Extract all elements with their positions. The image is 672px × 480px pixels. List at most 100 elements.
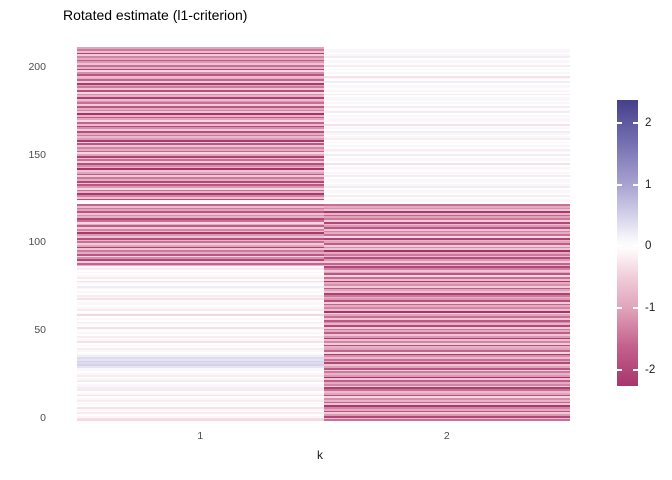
heatmap-cell	[323, 168, 571, 171]
y-axis-tick-label: 0	[40, 411, 46, 424]
heatmap-cell	[323, 187, 571, 190]
heatmap-cell	[323, 98, 571, 101]
x-axis-title: k	[317, 448, 323, 462]
heatmap-cell	[77, 150, 324, 153]
heatmap-cell	[323, 207, 571, 210]
heatmap-cell	[77, 253, 324, 256]
heatmap-cell	[77, 162, 324, 165]
heatmap-cell	[77, 121, 324, 124]
heatmap-cell	[323, 408, 571, 411]
heatmap-cell	[77, 397, 324, 400]
heatmap-cell	[323, 86, 571, 89]
heatmap-cell	[77, 404, 324, 407]
heatmap-cell	[323, 209, 571, 212]
heatmap-cell	[323, 109, 571, 112]
heatmap-cell	[77, 234, 324, 237]
heatmap-cell	[323, 324, 571, 327]
heatmap-cell	[77, 235, 324, 238]
heatmap-cell	[77, 187, 324, 190]
heatmap-cell	[323, 323, 571, 326]
heatmap-cell	[77, 251, 324, 254]
heatmap-cell	[77, 417, 324, 420]
heatmap-cell	[323, 228, 571, 231]
heatmap-cell	[77, 70, 324, 73]
heatmap-cell	[323, 337, 571, 340]
heatmap-cell	[77, 351, 324, 354]
heatmap-cell	[77, 139, 324, 142]
heatmap-cell	[323, 319, 571, 322]
heatmap-cell	[323, 308, 571, 311]
heatmap-cell	[323, 141, 571, 144]
heatmap-cell	[77, 48, 324, 51]
legend-tick-mark	[617, 368, 622, 371]
legend-tick-label: 2	[645, 116, 652, 129]
legend-colorbar	[617, 100, 638, 386]
heatmap-cell	[323, 203, 571, 206]
heatmap-cell	[77, 401, 324, 404]
heatmap-cell	[77, 355, 324, 358]
heatmap-cell	[77, 63, 324, 66]
heatmap-cell	[323, 175, 571, 178]
heatmap-cell	[77, 198, 324, 201]
heatmap-cell	[77, 264, 324, 267]
heatmap-cell	[323, 196, 571, 199]
heatmap-cell	[77, 408, 324, 411]
heatmap-cell	[323, 403, 571, 406]
heatmap-cell	[323, 401, 571, 404]
heatmap-cell	[77, 331, 324, 334]
heatmap-cell	[77, 257, 324, 260]
heatmap-cell	[77, 283, 324, 286]
heatmap-cell	[77, 120, 324, 123]
heatmap-cell	[323, 413, 571, 416]
heatmap-cell	[323, 102, 571, 105]
heatmap-cell	[77, 136, 324, 139]
heatmap-cell	[77, 294, 324, 297]
heatmap-cell	[323, 89, 571, 92]
heatmap-cell	[77, 50, 324, 53]
heatmap-cell	[77, 248, 324, 251]
heatmap-cell	[323, 75, 571, 78]
heatmap-cell	[323, 241, 571, 244]
heatmap-cell	[323, 230, 571, 233]
heatmap-cell	[323, 330, 571, 333]
heatmap-cell	[77, 267, 324, 270]
heatmap-cell	[77, 353, 324, 356]
heatmap-cell	[77, 125, 324, 128]
heatmap-cell	[77, 365, 324, 368]
heatmap-cell	[323, 134, 571, 137]
heatmap-cell	[77, 123, 324, 126]
heatmap-cell	[323, 303, 571, 306]
heatmap-cell	[77, 260, 324, 263]
heatmap-cell	[77, 339, 324, 342]
heatmap-cell	[77, 371, 324, 374]
heatmap-cell	[77, 230, 324, 233]
heatmap-cell	[323, 248, 571, 251]
heatmap-cell	[323, 77, 571, 80]
heatmap-cell	[77, 52, 324, 55]
heatmap-cell	[323, 52, 571, 55]
heatmap-cell	[323, 100, 571, 103]
heatmap-cell	[323, 266, 571, 269]
heatmap-cell	[77, 282, 324, 285]
heatmap-cell	[323, 410, 571, 413]
heatmap-cell	[323, 301, 571, 304]
heatmap-cell	[77, 66, 324, 69]
heatmap-cell	[323, 159, 571, 162]
heatmap-cell	[323, 201, 571, 204]
heatmap-cell	[323, 82, 571, 85]
legend-tick-mark	[617, 245, 622, 248]
heatmap-cell	[323, 321, 571, 324]
heatmap-cell	[323, 112, 571, 115]
heatmap-cell	[323, 61, 571, 64]
heatmap-cell	[77, 266, 324, 269]
heatmap-cell	[323, 387, 571, 390]
heatmap-cell	[323, 264, 571, 267]
heatmap-cell	[77, 102, 324, 105]
heatmap-cell	[323, 276, 571, 279]
heatmap-cell	[77, 273, 324, 276]
heatmap-cell	[323, 335, 571, 338]
heatmap-cell	[77, 178, 324, 181]
heatmap-cell	[323, 271, 571, 274]
heatmap-cell	[323, 139, 571, 142]
